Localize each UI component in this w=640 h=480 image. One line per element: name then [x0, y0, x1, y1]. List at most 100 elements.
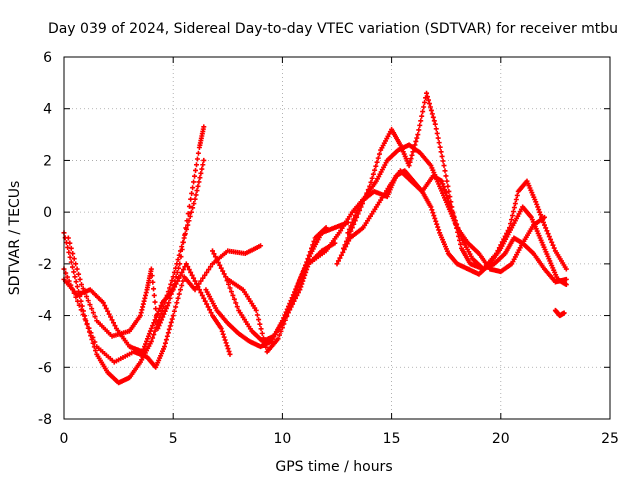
data-point: [196, 179, 202, 185]
data-series: [203, 225, 329, 350]
data-point: [154, 311, 160, 317]
data-point: [357, 202, 363, 208]
data-point: [540, 217, 546, 223]
data-point: [369, 175, 375, 181]
data-point: [292, 289, 298, 295]
data-point: [192, 278, 198, 284]
data-point: [150, 323, 156, 329]
data-point: [109, 317, 115, 323]
data-point: [432, 121, 438, 127]
data-point: [256, 317, 262, 323]
data-point: [296, 278, 302, 284]
data-point: [406, 163, 412, 169]
data-point: [294, 283, 300, 289]
data-point: [90, 334, 96, 340]
data-point: [66, 249, 72, 255]
data-point: [352, 213, 358, 219]
data-point: [176, 275, 182, 281]
data-point: [222, 337, 228, 343]
data-point: [196, 287, 202, 293]
data-point: [289, 295, 295, 301]
data-point: [177, 272, 183, 278]
data-point: [334, 261, 340, 267]
data-point: [158, 303, 164, 309]
data-point: [68, 245, 74, 251]
data-point: [546, 234, 552, 240]
data-point: [431, 213, 437, 219]
data-point: [281, 321, 287, 327]
data-point: [141, 346, 147, 352]
data-point: [412, 142, 418, 148]
plot-frame: [63, 56, 611, 420]
data-point: [148, 338, 154, 344]
data-point: [368, 179, 374, 185]
data-point: [230, 292, 236, 298]
data-point: [288, 298, 294, 304]
data-point: [185, 211, 191, 217]
data-point: [409, 152, 415, 158]
y-tick-labels: -8 -6 -4 -2 0 2 4 6: [38, 50, 52, 428]
data-point: [162, 340, 168, 346]
data-point: [300, 269, 306, 275]
data-point: [68, 259, 74, 265]
data-point: [149, 273, 155, 279]
data-point: [228, 289, 234, 295]
data-point: [163, 337, 169, 343]
data-point: [198, 278, 204, 284]
data-point: [301, 266, 307, 272]
data-point: [157, 305, 163, 311]
data-point: [92, 339, 98, 345]
data-point: [161, 344, 167, 350]
data-point: [206, 267, 212, 273]
x-axis-label: GPS time / hours: [275, 459, 392, 475]
data-point: [234, 304, 240, 310]
data-point: [227, 351, 233, 357]
data-point: [302, 263, 308, 269]
data-point: [199, 292, 205, 298]
data-point: [410, 149, 416, 155]
data-point: [426, 101, 432, 107]
data-point: [346, 226, 352, 232]
data-point: [188, 196, 194, 202]
data-point: [165, 303, 171, 309]
data-point: [430, 114, 436, 120]
data-point: [435, 224, 441, 230]
data-point: [185, 264, 191, 270]
data-point: [145, 333, 151, 339]
data-point: [92, 314, 98, 320]
data-point: [454, 221, 460, 227]
data-point: [561, 310, 567, 316]
data-point: [189, 190, 195, 196]
data-point: [441, 184, 447, 190]
data-point: [71, 269, 77, 275]
data-point: [311, 238, 317, 244]
data-point: [64, 274, 70, 280]
data-point: [151, 292, 157, 298]
data-point: [167, 285, 173, 291]
data-point: [193, 192, 199, 198]
data-point: [177, 287, 183, 293]
data-series: [334, 168, 569, 285]
data-point: [441, 163, 447, 169]
data-point: [78, 282, 84, 288]
data-point: [414, 135, 420, 141]
data-point: [225, 346, 231, 352]
data-point: [442, 187, 448, 193]
data-point: [102, 303, 108, 309]
data-point: [72, 274, 78, 280]
data-point: [82, 316, 88, 322]
data-point: [168, 319, 174, 325]
data-point: [180, 267, 186, 273]
data-point: [71, 256, 77, 262]
data-point: [427, 104, 433, 110]
data-point: [211, 251, 217, 257]
data-point: [372, 167, 378, 173]
data-point: [188, 269, 194, 275]
data-point: [258, 243, 264, 249]
data-point: [305, 256, 311, 262]
data-point: [293, 286, 299, 292]
data-point: [164, 333, 170, 339]
data-point: [198, 170, 204, 176]
data-point: [437, 144, 443, 150]
